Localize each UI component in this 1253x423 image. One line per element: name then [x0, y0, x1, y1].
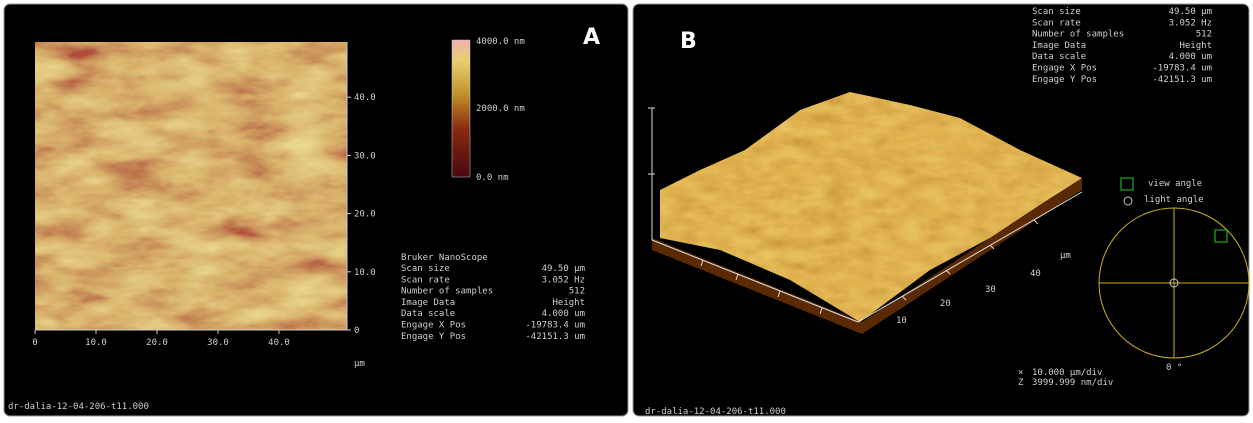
info-key: Scan size	[401, 264, 450, 274]
info-value: 4.000 um	[1169, 52, 1212, 62]
info-value: 49.50 µm	[1169, 7, 1212, 17]
info-value: -42151.3 um	[1152, 75, 1212, 85]
x-tick-label: 30.0	[207, 338, 229, 348]
y-tick-label: 40.0	[354, 93, 376, 103]
info-key: Image Data	[1032, 41, 1086, 51]
x-tick-label: 40.0	[268, 338, 290, 348]
info-key: Engage X Pos	[401, 321, 466, 331]
info-value: -42151.3 um	[525, 332, 585, 342]
axis-unit: µm	[354, 359, 365, 369]
axis-unit: µm	[1060, 251, 1071, 261]
info-key: Scan rate	[1032, 18, 1081, 28]
info-header: Bruker NanoScope	[401, 253, 488, 263]
scale-key: Z	[1018, 378, 1024, 388]
filename: dr-dalia-12-04-206-t11.000	[8, 402, 149, 412]
panel-label: B	[680, 29, 697, 54]
scale-value: 10.000 µm/div	[1032, 368, 1102, 378]
axis-tick-label: 40	[1030, 269, 1041, 279]
info-value: 512	[1196, 30, 1212, 40]
scale-value: 3999.999 nm/div	[1032, 378, 1113, 388]
axis-tick-label: 10	[896, 316, 907, 326]
colorbar-label: 4000.0 nm	[476, 37, 525, 47]
x-tick-label: 20.0	[146, 338, 168, 348]
info-key: Number of samples	[401, 287, 493, 297]
info-key: Data scale	[1032, 52, 1086, 62]
afm-image	[35, 42, 347, 330]
colorbar	[452, 40, 470, 177]
info-value: -19783.4 um	[1152, 64, 1212, 74]
y-tick-label: 0	[354, 326, 359, 336]
info-key: Engage Y Pos	[401, 332, 466, 342]
info-key: Scan rate	[401, 275, 450, 285]
x-tick-label: 10.0	[85, 338, 107, 348]
page: A 4000.0 nm 2000.0 nm 0.0 nm µm Bruker N…	[0, 0, 1253, 423]
scale-key: ×	[1018, 368, 1023, 378]
info-value: 3.052 Hz	[542, 275, 585, 285]
info-value: 49.50 µm	[542, 264, 585, 274]
info-value: 4.000 um	[542, 309, 585, 319]
y-tick-label: 10.0	[354, 268, 376, 278]
info-key: Scan size	[1032, 7, 1081, 17]
x-tick-label: 0	[32, 338, 37, 348]
info-value: 512	[569, 287, 585, 297]
panel-label: A	[583, 25, 600, 50]
axis-tick-label: 30	[985, 285, 996, 295]
info-key: Engage X Pos	[1032, 64, 1097, 74]
info-key: Engage Y Pos	[1032, 75, 1097, 85]
legend-label: light angle	[1144, 195, 1204, 205]
info-key: Number of samples	[1032, 30, 1124, 40]
filename: dr-dalia-12-04-206-t11.000	[645, 407, 786, 417]
info-value: -19783.4 um	[525, 321, 585, 331]
colorbar-label: 0.0 nm	[476, 173, 509, 183]
info-value: Height	[552, 298, 585, 308]
angle-label: 0 °	[1166, 363, 1182, 373]
screenshot: A 4000.0 nm 2000.0 nm 0.0 nm µm Bruker N…	[0, 0, 1253, 419]
y-tick-label: 20.0	[354, 210, 376, 220]
axis-tick-label: 20	[940, 299, 951, 309]
colorbar-label: 2000.0 nm	[476, 104, 525, 114]
info-value: Height	[1179, 41, 1212, 51]
info-key: Data scale	[401, 309, 455, 319]
info-value: 3.052 Hz	[1169, 18, 1212, 28]
info-key: Image Data	[401, 298, 455, 308]
y-tick-label: 30.0	[354, 151, 376, 161]
legend-label: view angle	[1148, 179, 1202, 189]
